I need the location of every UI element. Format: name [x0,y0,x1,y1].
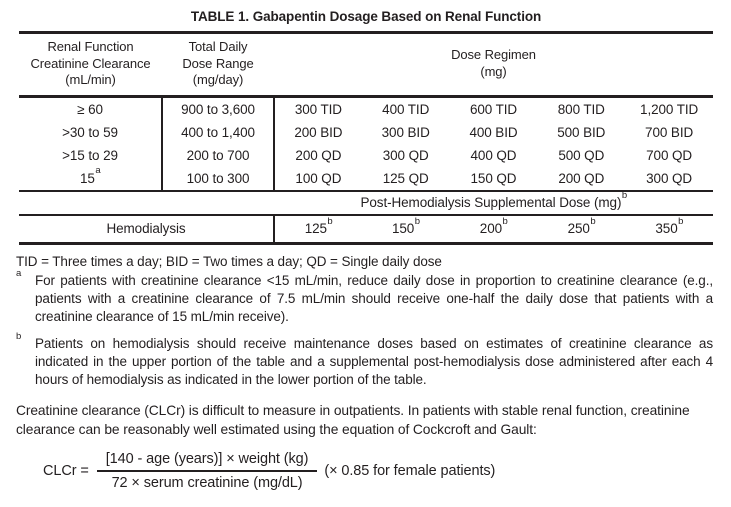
footnote-b-marker: b [414,215,420,227]
posthemodialysis-header-row: Post-Hemodialysis Supplemental Dose (mg)… [19,189,714,216]
cell-dose: 400 QD [470,147,517,163]
table-row-cc-15-29: >15 to 29 200 to 700 200 QD 300 QD 400 Q… [19,143,713,167]
footnote-a: a For patients with creatinine clearance… [16,269,713,326]
superscript: b [16,331,22,342]
empty-cell [19,189,274,216]
footnote-b-marker: b [678,215,684,227]
formula-denominator: 72 × serum creatinine (mg/dL) [111,474,303,491]
header-line: Dose Range [182,55,254,71]
footnote-b-text: Patients on hemodialysis should receive … [35,335,713,387]
posthemodialysis-label: Post-Hemodialysis Supplemental Dose (mg)… [274,189,714,216]
cell-dose: 600 TID [469,101,518,117]
cell-value: 125 [304,221,327,236]
cell-dose: 350b [625,215,713,244]
footnote-a-marker: a [95,165,101,176]
footnote-a-marker: a [16,269,35,326]
cell-dose: 800 TID [557,101,605,117]
footnote-a-text: For patients with creatinine clearance <… [35,272,713,324]
footnote-b-marker: b [590,215,596,227]
cell-hemodialysis-label: Hemodialysis [106,221,186,236]
cell-dose: 150 QD [470,170,517,186]
cell-value: 150 [391,221,415,236]
header-line: (mg/day) [192,72,244,87]
formula-numerator: [140 - age (years)] × weight (kg) [96,451,318,472]
footnote-b-marker: b [502,215,508,227]
header-row: Renal Function Creatinine Clearance (mL/… [19,32,714,98]
cell-dose: 250b [537,215,625,244]
footnote-b-marker: b [327,215,333,227]
cell-dose: 700 BID [645,124,694,140]
cell-dose: 100 QD [273,166,362,191]
cell-dose: 200 QD [273,143,362,167]
cell-value: 250 [567,221,590,236]
drug-label-page: TABLE 1. Gabapentin Dosage Based on Rena… [16,9,714,491]
cell-dose-range: 400 to 1,400 [161,120,274,144]
table-row-cc-30-59: >30 to 59 400 to 1,400 200 BID 300 BID 4… [19,120,713,144]
header-dose-regimen: Dose Regimen (mg) [274,32,714,98]
cell-creatinine-clearance: 15a [19,165,162,191]
cell-dose: 500 QD [558,147,605,163]
header-line: Total Daily [188,39,248,54]
cell-value: 200 [479,221,503,236]
cell-dose: 150b [362,215,450,244]
formula-lhs: CLCr = [43,462,89,479]
footnote-b-marker: b [621,189,628,201]
cell-dose: 300 QD [646,170,693,186]
clcr-paragraph: Creatinine clearance (CLCr) is difficult… [16,402,690,438]
formula-fraction: [140 - age (years)] × weight (kg) 72 × s… [96,451,318,491]
cell-dose: 125b [273,214,362,243]
cell-dose-range: 100 to 300 [161,166,274,191]
cell-dose: 500 BID [557,124,606,140]
footnote-b-marker: b [16,332,35,389]
table-row-cc-ge60: ≥ 60 900 to 3,600 300 TID 400 TID 600 TI… [19,96,713,121]
cell-value: 15 [79,170,95,186]
cell-creatinine-clearance: >30 to 59 [62,124,118,140]
header-line: (mg) [480,63,507,79]
cell-dose: 300 QD [382,147,429,163]
cell-dose: 400 TID [382,101,430,117]
gabapentin-dosage-table: Renal Function Creatinine Clearance (mL/… [19,31,714,245]
cell-dose-range: 200 to 700 [161,143,274,167]
header-total-daily-dose: Total Daily Dose Range (mg/day) [162,32,274,98]
header-line: (mL/min) [65,72,116,87]
header-renal-function: Renal Function Creatinine Clearance (mL/… [19,32,162,98]
cell-dose-range: 900 to 3,600 [161,96,274,121]
cell-dose: 200 BID [273,120,362,144]
cell-creatinine-clearance: >15 to 29 [62,147,118,163]
footnote-b: b Patients on hemodialysis should receiv… [16,332,713,389]
cell-creatinine-clearance: ≥ 60 [77,101,103,117]
cell-dose: 125 QD [382,170,429,186]
cockcroft-gault-formula: CLCr = [140 - age (years)] × weight (kg)… [43,451,713,491]
cell-value: 350 [655,221,678,236]
cell-dose: 200b [450,215,538,244]
cell-dose: 1,200 TID [640,101,699,117]
header-line: Dose Regimen [451,47,536,63]
table-title: TABLE 1. Gabapentin Dosage Based on Rena… [190,9,542,24]
header-line: Creatinine Clearance [30,55,151,71]
formula-female-adjustment: (× 0.85 for female patients) [324,462,496,479]
cell-dose: 200 QD [558,170,605,186]
hemodialysis-row: Hemodialysis 125b 150b 200b 250b 350b [19,214,713,244]
header-line: Renal Function [47,39,134,54]
table-row-cc-15: 15a 100 to 300 100 QD 125 QD 150 QD 200 … [19,165,713,191]
cell-dose: 400 BID [469,124,518,140]
abbreviation-key: TID = Three times a day; BID = Two times… [16,253,442,269]
cell-dose: 300 BID [381,124,430,140]
cell-dose: 700 QD [646,147,693,163]
superscript: a [16,268,22,279]
cell-value: Post-Hemodialysis Supplemental Dose (mg) [360,195,622,210]
cell-dose: 300 TID [273,96,362,121]
